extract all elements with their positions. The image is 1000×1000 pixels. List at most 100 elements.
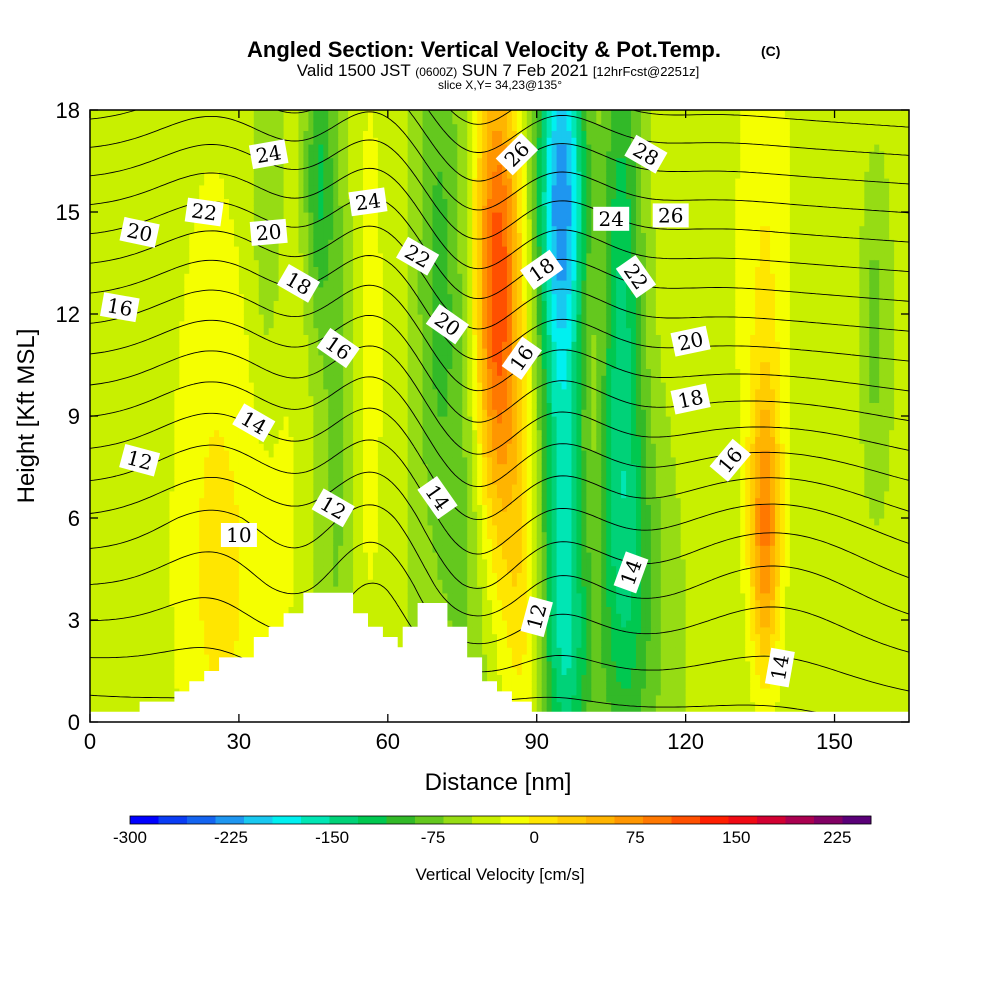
velocity-cell [149, 654, 156, 662]
velocity-cell [353, 218, 359, 227]
velocity-cell [288, 409, 295, 417]
velocity-cell [94, 280, 101, 288]
velocity-cell [219, 470, 225, 478]
velocity-cell [194, 409, 200, 417]
velocity-cell [228, 130, 235, 138]
velocity-cell [164, 354, 171, 363]
velocity-cell [219, 518, 225, 526]
velocity-cell [104, 504, 111, 512]
velocity-cell [169, 572, 175, 580]
velocity-cell [278, 429, 285, 437]
velocity-cell [189, 524, 195, 533]
velocity-cell [124, 626, 131, 635]
velocity-cell [144, 314, 151, 322]
velocity-cell [90, 613, 96, 621]
velocity-cell [174, 436, 180, 444]
velocity-cell [204, 409, 210, 417]
velocity-cell [189, 273, 195, 281]
velocity-cell [278, 320, 285, 329]
velocity-cell [99, 450, 106, 458]
velocity-cell [169, 293, 175, 301]
velocity-cell [144, 252, 151, 261]
velocity-cell [124, 280, 131, 288]
velocity-cell [348, 388, 354, 397]
velocity-cell [189, 497, 195, 505]
velocity-cell [288, 334, 295, 342]
velocity-cell [174, 348, 180, 356]
velocity-cell [243, 205, 250, 213]
velocity-cell [174, 273, 180, 281]
velocity-cell [233, 620, 240, 628]
velocity-cell [263, 184, 270, 193]
velocity-cell [224, 212, 230, 220]
velocity-cell [353, 171, 359, 179]
velocity-cell [174, 368, 180, 376]
velocity-cell [179, 388, 185, 397]
velocity-cell [124, 116, 131, 125]
velocity-cell [348, 558, 354, 567]
velocity-cell [328, 463, 334, 471]
velocity-cell [353, 429, 359, 437]
velocity-cell [199, 443, 205, 451]
velocity-cell [248, 626, 255, 635]
velocity-cell [298, 599, 305, 607]
velocity-cell [164, 232, 171, 240]
velocity-cell [313, 354, 319, 363]
velocity-cell [233, 626, 240, 635]
velocity-cell [129, 667, 136, 675]
velocity-cell [194, 191, 200, 199]
velocity-cell [268, 579, 275, 587]
velocity-cell [114, 497, 121, 505]
velocity-cell [243, 565, 250, 573]
velocity-cell [144, 647, 151, 655]
velocity-cell [139, 191, 146, 199]
velocity-cell [224, 429, 230, 437]
velocity-cell [214, 293, 220, 301]
velocity-cell [303, 320, 309, 329]
velocity-cell [219, 130, 225, 138]
velocity-cell [283, 368, 290, 376]
velocity-cell [308, 137, 314, 145]
velocity-cell [204, 490, 210, 499]
velocity-cell [114, 586, 121, 594]
velocity-cell [224, 572, 230, 580]
velocity-cell [144, 674, 151, 682]
velocity-cell [94, 130, 101, 138]
velocity-cell [99, 144, 106, 152]
velocity-cell [189, 280, 195, 288]
velocity-cell [258, 307, 265, 315]
velocity-cell [104, 490, 111, 499]
velocity-cell [114, 470, 121, 478]
velocity-cell [268, 545, 275, 553]
velocity-cell [104, 246, 111, 254]
velocity-cell [278, 620, 285, 628]
velocity-cell [189, 504, 195, 512]
velocity-cell [343, 327, 349, 335]
velocity-cell [104, 205, 111, 213]
velocity-cell [228, 178, 235, 186]
velocity-cell [159, 198, 166, 206]
velocity-cell [199, 518, 205, 526]
velocity-cell [268, 436, 275, 444]
velocity-cell [179, 497, 185, 505]
velocity-cell [343, 171, 349, 179]
velocity-cell [104, 273, 111, 281]
velocity-cell [144, 110, 151, 118]
velocity-cell [283, 450, 290, 458]
velocity-cell [129, 674, 136, 682]
velocity-cell [114, 456, 121, 465]
velocity-cell [134, 395, 141, 403]
velocity-cell [119, 123, 126, 131]
velocity-cell [99, 273, 106, 281]
velocity-cell [224, 300, 230, 308]
velocity-cell [134, 640, 141, 648]
velocity-cell [228, 565, 235, 573]
velocity-cell [90, 490, 96, 499]
velocity-cell [273, 212, 280, 220]
velocity-cell [263, 538, 270, 546]
velocity-cell [144, 504, 151, 512]
velocity-cell [189, 422, 195, 431]
velocity-cell [328, 368, 334, 376]
velocity-cell [283, 178, 290, 186]
velocity-cell [134, 327, 141, 335]
